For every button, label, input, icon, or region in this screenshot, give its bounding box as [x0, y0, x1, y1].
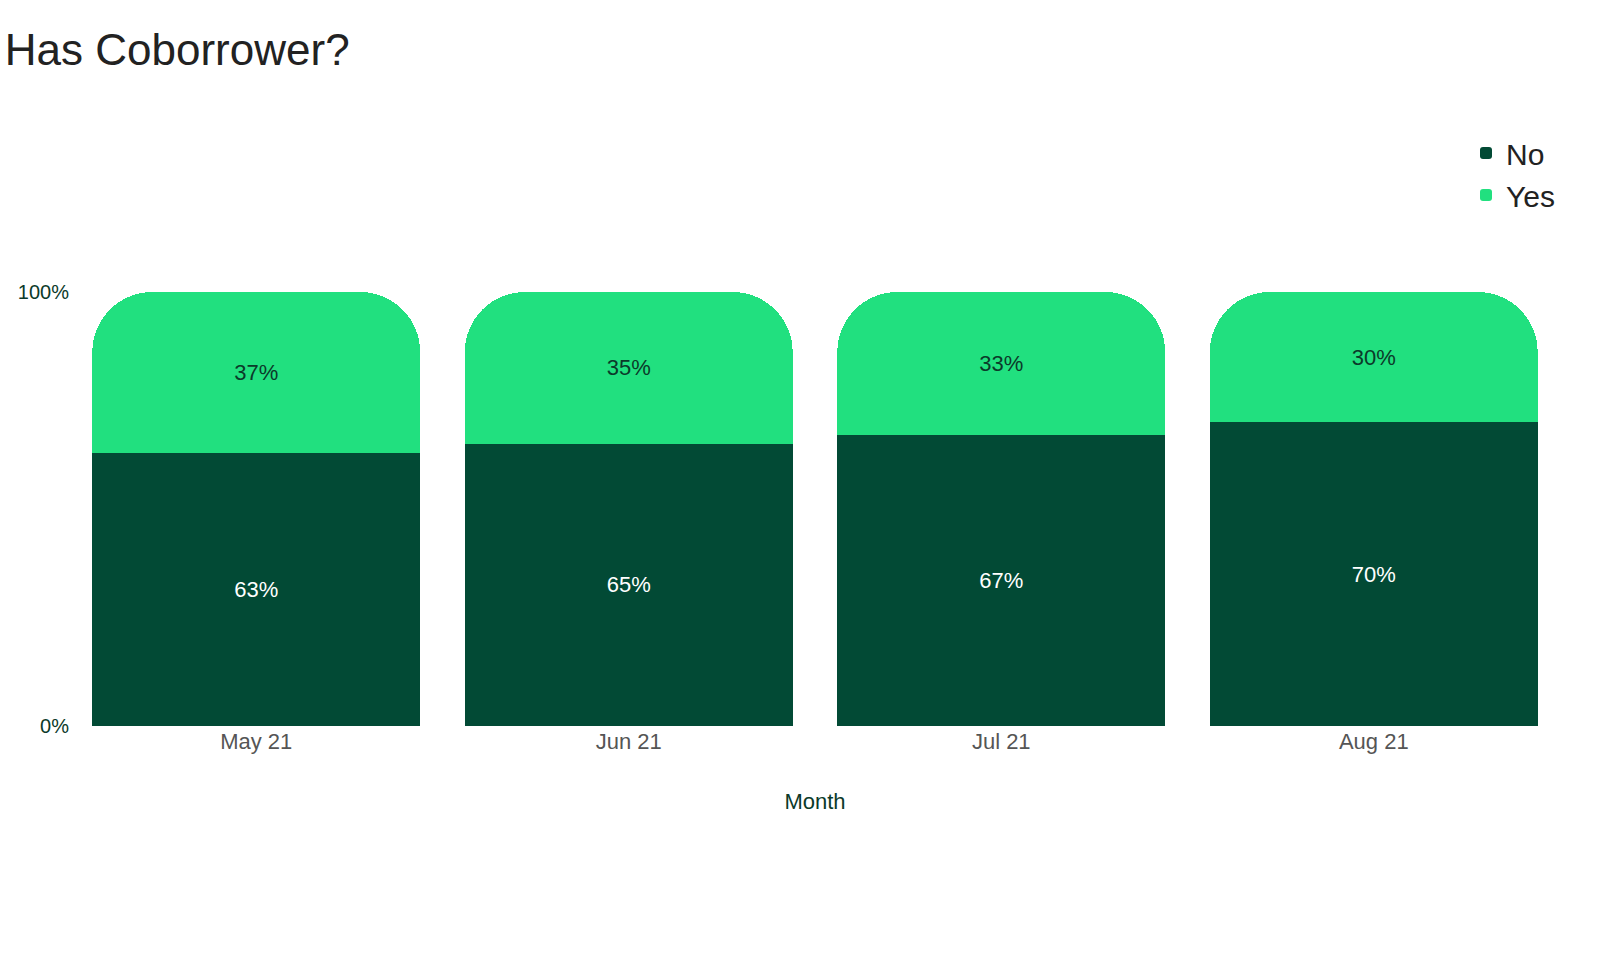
svg-text:65%: 65%: [607, 572, 651, 597]
svg-text:0%: 0%: [40, 715, 69, 737]
svg-text:Jun 21: Jun 21: [596, 729, 662, 754]
svg-text:Yes: Yes: [1506, 180, 1555, 213]
svg-text:33%: 33%: [979, 351, 1023, 376]
svg-text:70%: 70%: [1352, 562, 1396, 587]
svg-text:Aug 21: Aug 21: [1339, 729, 1409, 754]
svg-text:Month: Month: [784, 789, 845, 814]
svg-text:No: No: [1506, 138, 1544, 171]
svg-text:May 21: May 21: [220, 729, 292, 754]
svg-text:100%: 100%: [18, 281, 69, 303]
svg-text:Has Coborrower?: Has Coborrower?: [5, 25, 350, 74]
svg-text:37%: 37%: [234, 360, 278, 385]
svg-text:67%: 67%: [979, 568, 1023, 593]
svg-text:35%: 35%: [607, 355, 651, 380]
svg-text:Jul 21: Jul 21: [972, 729, 1031, 754]
svg-text:63%: 63%: [234, 577, 278, 602]
svg-text:30%: 30%: [1352, 345, 1396, 370]
